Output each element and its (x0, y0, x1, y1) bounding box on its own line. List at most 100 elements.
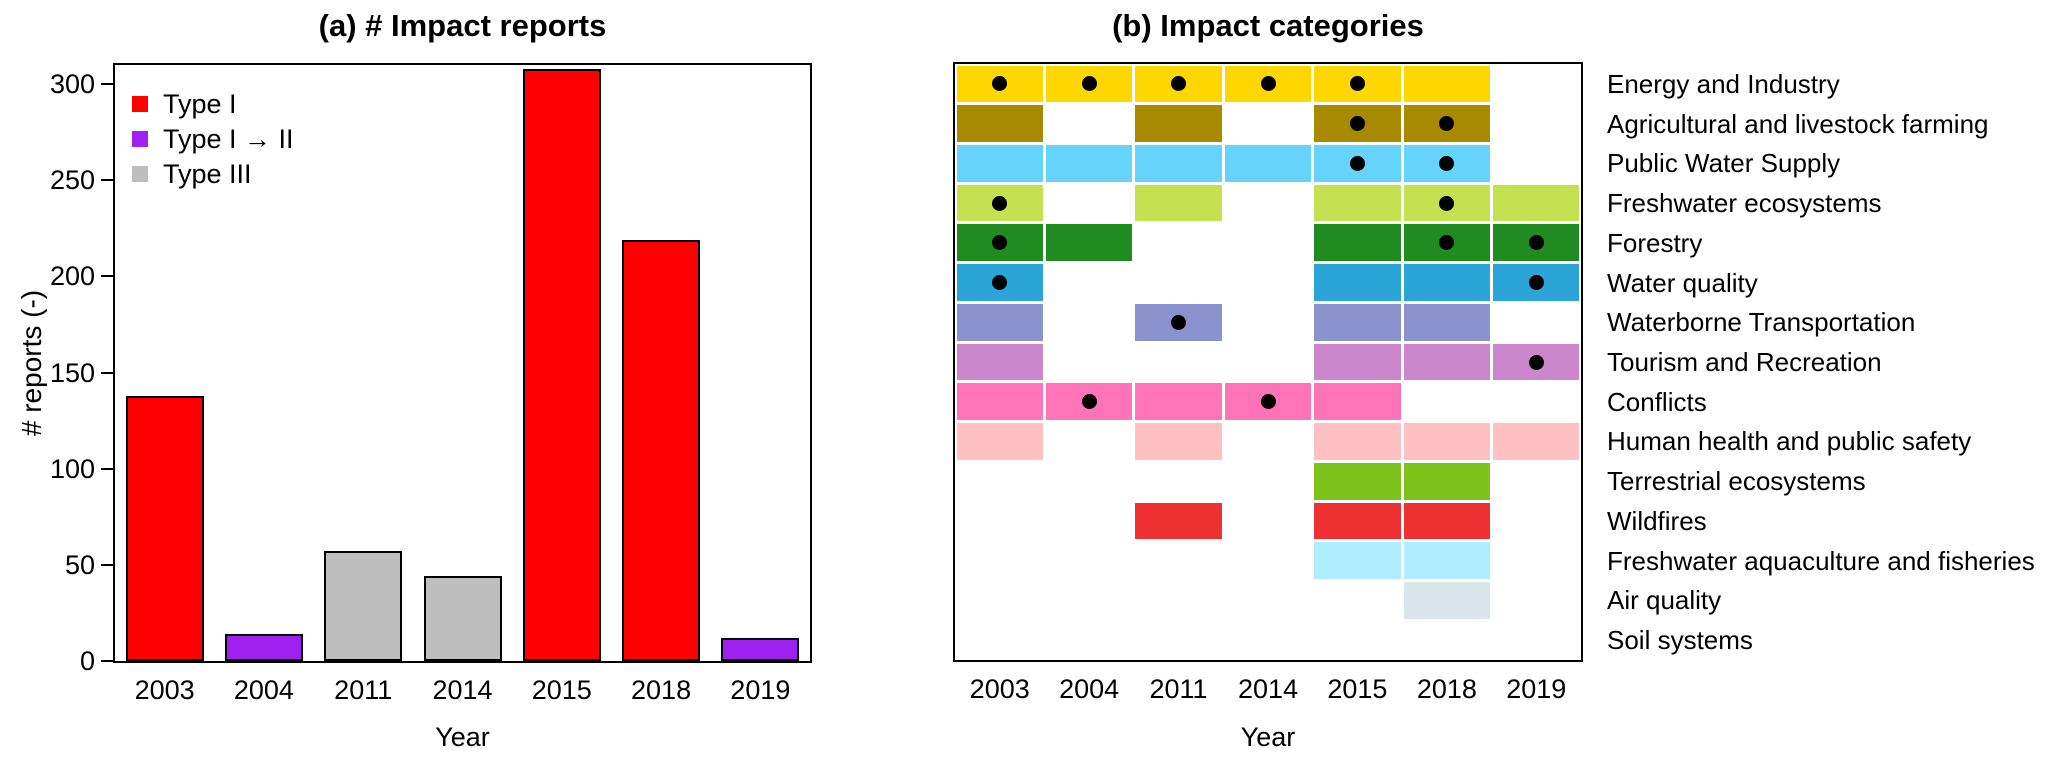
panel-a-title: (a) # Impact reports (318, 8, 607, 43)
heatmap-cell-2011 (1135, 383, 1222, 421)
heatmap-cell-2015 (1314, 343, 1401, 381)
panel-b-xtick-label: 2003 (969, 674, 1030, 704)
panel-b-xtick-label: 2011 (1149, 674, 1208, 704)
legend-item: Type III (132, 157, 352, 191)
heatmap-cell-2011 (1135, 502, 1222, 540)
heatmap-cell-2003 (956, 383, 1043, 421)
category-label: Forestry (1607, 227, 1703, 258)
category-label: Human health and public safety (1607, 426, 1972, 457)
panel-a-xtick-label: 2004 (233, 675, 294, 705)
panel-b-xtick-label: 2015 (1327, 674, 1388, 704)
panel-a-ytick-label: 250 (49, 165, 95, 196)
dot-marker (992, 195, 1008, 211)
category-label: Tourism and Recreation (1607, 347, 1882, 377)
heatmap-cell-2018 (1403, 423, 1491, 460)
category-label: Freshwater aquaculture and fisheries (1607, 545, 2035, 576)
panel-b-xtick-label: 2018 (1416, 674, 1477, 704)
category-label: Agricultural and livestock farming (1607, 108, 1989, 139)
panel-a-ytick-label: 100 (49, 453, 95, 484)
dot-marker (1528, 235, 1544, 251)
panel-a-ytick-label: 0 (79, 646, 95, 676)
panel-a-ytick-label: 50 (64, 549, 95, 580)
panel-b-x-axis-label: Year (1240, 722, 1296, 752)
panel-a-ytick-mark (101, 179, 113, 182)
heatmap-cell-2003 (956, 105, 1043, 142)
panel-a-ytick-mark (101, 83, 113, 86)
category-label: Public Water Supply (1607, 148, 1841, 179)
bar-2004 (224, 634, 303, 661)
bar-2014 (423, 576, 502, 661)
category-label: Soil systems (1607, 625, 1753, 656)
heatmap-cell-2015 (1314, 303, 1401, 341)
heatmap-cell-2003 (956, 144, 1043, 182)
category-label: Freshwater ecosystems (1607, 188, 1882, 219)
dot-marker (1349, 76, 1365, 92)
panel-a-ytick-mark (101, 275, 113, 278)
legend-label: Type III (163, 159, 252, 189)
heatmap-cell-2015 (1314, 184, 1401, 222)
panel-b-plot: Energy and Industry Agricultural and live… (953, 62, 2035, 704)
heatmap-cell-2015 (1314, 423, 1401, 460)
dot-marker (1439, 235, 1455, 251)
legend-item: Type I → II (132, 122, 352, 156)
heatmap-cell-2004 (1045, 224, 1133, 262)
dot-marker (1171, 76, 1187, 92)
legend-swatch-1 (132, 96, 148, 112)
dot-marker (1260, 394, 1276, 410)
panel-a-ytick-mark (101, 371, 113, 374)
panel-a-ytick-mark (101, 660, 113, 662)
dot-marker (1349, 116, 1365, 132)
heatmap-cell-2011 (1135, 423, 1222, 460)
heatmap-cell-2018 (1403, 303, 1491, 341)
panel-a-ytick-label: 200 (49, 261, 95, 292)
heatmap-cell-2003 (956, 343, 1043, 381)
legend-label: Type I (163, 89, 237, 119)
category-label: Air quality (1607, 585, 1722, 616)
dot-marker (992, 275, 1008, 291)
heatmap-cell-2015 (1314, 502, 1401, 540)
category-label: Conflicts (1607, 386, 1707, 417)
panel-a-xtick-label: 2003 (134, 675, 195, 705)
dot-marker (1081, 76, 1097, 92)
dot-marker (1171, 314, 1187, 330)
legend-label: Type I → II (163, 124, 294, 154)
heatmap-cell-2015 (1314, 264, 1401, 301)
legend-swatch-3 (132, 166, 148, 182)
heatmap-cell-2018 (1403, 65, 1491, 103)
panel-b-xtick-label: 2014 (1237, 674, 1299, 704)
heatmap-cell-2015 (1314, 542, 1401, 580)
category-label: Terrestrial ecosystems (1607, 466, 1866, 497)
heatmap-cell-2018 (1403, 582, 1491, 619)
panel-a-xtick-label: 2011 (334, 675, 393, 705)
dot-marker (1349, 155, 1365, 171)
legend-swatch-2 (132, 131, 148, 147)
dot-marker (1260, 76, 1276, 92)
panel-a-plot-area: 0 50 100 150 200 250 300 2003 2004 2011 2014 2015 20… (50, 65, 810, 705)
heatmap-cell-2018 (1403, 502, 1491, 540)
heatmap-cell-2003 (956, 423, 1043, 460)
panel-a-xtick-label: 2018 (631, 675, 692, 705)
legend-item: Type I (132, 87, 352, 121)
dot-marker (1528, 275, 1544, 291)
heatmap-cell-2011 (1135, 184, 1222, 222)
panel-a-ytick-label: 300 (49, 69, 95, 100)
dot-marker (1439, 155, 1455, 171)
heatmap-cell-2018 (1403, 264, 1491, 301)
panel-a-xtick-label: 2014 (432, 675, 493, 705)
category-label: Water quality (1607, 267, 1758, 298)
heatmap-cell-2015 (1314, 462, 1401, 500)
panel-a-ytick-label: 150 (49, 357, 95, 388)
dot-marker (1081, 394, 1097, 410)
dot-marker (1439, 116, 1455, 132)
panel-b-xtick-label: 2004 (1059, 674, 1120, 704)
heatmap-cell-2018 (1403, 462, 1491, 500)
dot-marker (1439, 195, 1455, 211)
heatmap-cell-2019 (1493, 423, 1580, 460)
panel-b-plot-area: Energy and Industry Agricultural and live… (955, 64, 2035, 704)
bar-2003 (125, 395, 204, 661)
category-label: Energy and Industry (1607, 68, 1840, 99)
heatmap-cell-2011 (1135, 105, 1222, 142)
panel-a-ytick-mark (101, 467, 113, 470)
panel-a-plot: 0 50 100 150 200 250 300 2003 2004 2011 2014 2015 20… (50, 63, 812, 705)
